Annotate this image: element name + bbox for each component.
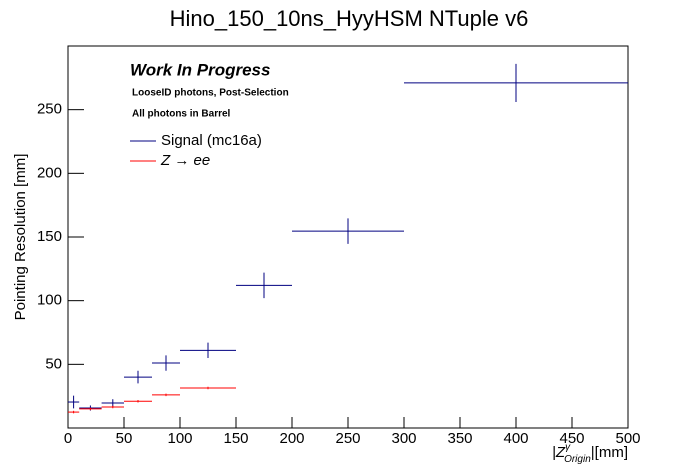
x-tick-label: 200 <box>279 430 304 447</box>
annotation: All photons in Barrel <box>132 109 231 120</box>
annotation: Work In Progress <box>130 60 270 79</box>
x-axis-label: |Zγ Origin|[mm] <box>552 442 628 465</box>
y-tick-label: 250 <box>37 101 62 118</box>
legend-label: Signal (mc16a) <box>161 132 262 149</box>
x-tick-label: 0 <box>64 430 72 447</box>
y-tick-label: 100 <box>37 292 62 309</box>
chart-title: Hino_150_10ns_HyyHSM NTuple v6 <box>170 6 529 31</box>
x-tick-label: 50 <box>116 430 133 447</box>
x-tick-label: 250 <box>335 430 360 447</box>
x-label-sup: γ <box>565 442 571 453</box>
x-tick-label: 300 <box>391 430 416 447</box>
x-tick-label: 450 <box>559 430 584 447</box>
x-tick-label: 350 <box>447 430 472 447</box>
x-label-tail: |[mm] <box>591 444 628 461</box>
x-tick-label: 150 <box>223 430 248 447</box>
x-tick-label: 500 <box>615 430 640 447</box>
y-tick-label: 200 <box>37 164 62 181</box>
x-tick-label: 100 <box>167 430 192 447</box>
x-label-sub: Origin <box>564 454 591 465</box>
y-tick-label: 150 <box>37 228 62 245</box>
legend-label: Z → ee <box>160 152 210 169</box>
y-tick-label: 50 <box>45 355 62 372</box>
x-tick-label: 400 <box>503 430 528 447</box>
annotation: LooseID photons, Post-Selection <box>132 88 289 99</box>
x-label-main: |Z <box>552 444 566 461</box>
y-axis-label: Pointing Resolution [mm] <box>12 154 29 321</box>
